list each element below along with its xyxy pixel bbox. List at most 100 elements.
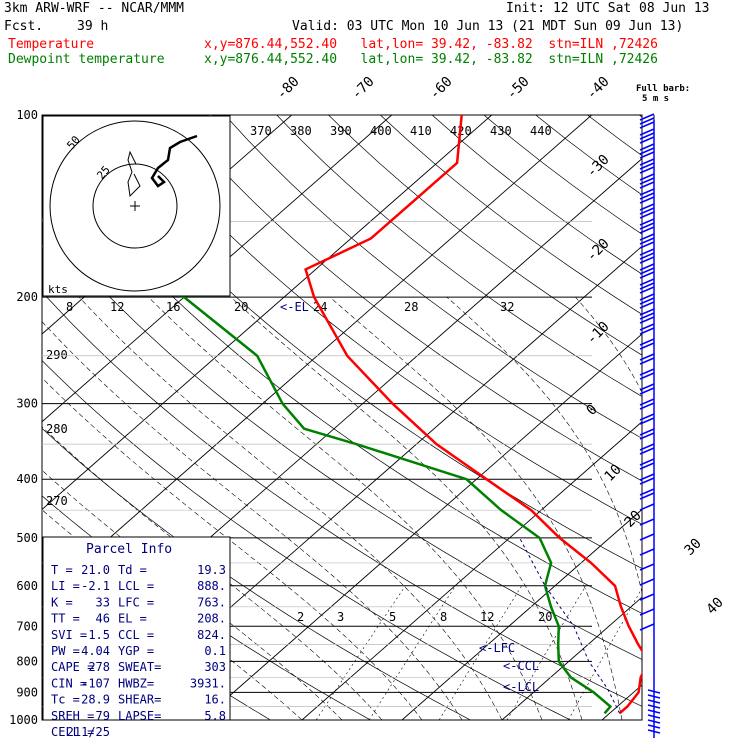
mixing-ratio-line: [315, 585, 406, 720]
parcel-path-line: [519, 537, 621, 714]
pressure-tick-label: 400: [16, 472, 38, 486]
temperature-profile-line: [304, 115, 642, 715]
wind-barb: [639, 518, 655, 526]
wind-barb: [639, 203, 655, 211]
hodograph-ring: [92, 163, 178, 249]
parcel-info-value: 278: [88, 660, 110, 674]
isotherm-tick-label: -40: [584, 74, 613, 103]
wind-barb: [639, 413, 655, 421]
parcel-info-value: -107: [81, 676, 110, 690]
isotherm-line: [501, 596, 642, 720]
wind-barb: [639, 357, 655, 365]
wind-barb: [639, 368, 655, 376]
wind-barb: [639, 113, 655, 121]
isotherm-tick-label: 20: [622, 508, 645, 531]
wind-barb: [639, 417, 655, 425]
hodograph-ring: [49, 120, 221, 292]
wind-barb: [639, 432, 655, 440]
parcel-info-label: LAPSE=: [118, 709, 161, 723]
dry-adiabat-line: [483, 115, 642, 235]
parcel-info-value: 33: [96, 595, 110, 609]
wind-barb: [639, 162, 655, 170]
wind-barb: [639, 308, 655, 316]
parcel-info-value: 3931.: [190, 676, 226, 690]
wind-barb: [639, 117, 655, 125]
barb-legend-units: 5 m s: [642, 94, 670, 104]
parcel-info-value: 211/25: [67, 725, 110, 739]
parcel-info-value: 46: [96, 612, 110, 626]
wind-barb: [639, 256, 655, 264]
parcel-info-label: SVI =: [51, 628, 87, 642]
parcel-info-label: SREH =: [51, 709, 94, 723]
theta-tick-label: 430: [490, 124, 512, 138]
wind-barb: [647, 689, 661, 694]
barb-legend-title: Full barb:: [636, 84, 691, 94]
dry-adiabat-line: [172, 115, 642, 482]
wind-barb: [639, 128, 655, 136]
wind-barb: [639, 387, 655, 395]
wind-barb: [639, 593, 655, 601]
theta-tick-label: 400: [370, 124, 392, 138]
wind-barb: [639, 447, 655, 455]
wind-barb: [639, 173, 655, 181]
parcel-info-value: 763.: [197, 595, 226, 609]
wind-barb: [639, 271, 655, 279]
wind-barb: [639, 278, 655, 286]
valid-time: Valid: 03 UTC Mon 10 Jun 13 (21 MDT Sun …: [292, 19, 684, 34]
pressure-tick-label: 900: [16, 685, 38, 699]
wind-barb: [647, 694, 661, 699]
parcel-info-value: 208.: [197, 612, 226, 626]
parcel-info-value: 19.3: [197, 563, 226, 577]
el-level-label: <-EL: [280, 300, 309, 314]
dry-adiabat-line: [431, 115, 642, 275]
pressure-tick-label: 800: [16, 654, 38, 668]
isotherm-line: [601, 684, 642, 720]
wind-barb: [639, 548, 655, 556]
parcel-info-title: Parcel Info: [86, 542, 172, 557]
wind-barb: [639, 286, 655, 294]
moist-adiabat-line: [697, 297, 740, 720]
mixing-ratio-tick-label: 3: [337, 610, 344, 624]
mixing-ratio-tick-label: 12: [480, 610, 494, 624]
parcel-info-value: 16.: [204, 693, 226, 707]
wind-barb: [639, 143, 655, 151]
wind-barb: [639, 301, 655, 309]
isotherm-line: [401, 508, 642, 720]
wind-barb: [647, 714, 661, 719]
parcel-info-label: EL =: [118, 612, 147, 626]
wind-barb: [647, 699, 661, 704]
temperature-legend-label: Temperature: [8, 37, 95, 52]
wind-barb: [639, 282, 655, 290]
wind-barb: [639, 121, 655, 129]
parcel-info-label: LCL =: [118, 579, 154, 593]
wind-barb: [639, 578, 655, 586]
dry-adiabat-line: [224, 115, 642, 439]
isotherm-line: [42, 115, 492, 511]
wind-barb: [639, 188, 655, 196]
pressure-tick-label: 1000: [9, 713, 38, 727]
parcel-info-label: YGP =: [118, 644, 154, 658]
hodograph-trace-thin: [127, 150, 141, 198]
wind-barb: [639, 181, 655, 189]
forecast-hour-value: 39 h: [77, 19, 109, 34]
wind-barb: [639, 563, 655, 571]
isotherm-line: [42, 115, 392, 423]
wind-barb: [639, 402, 655, 410]
theta-tick-label: 440: [530, 124, 552, 138]
wind-barb: [639, 218, 655, 226]
dewpoint-legend-label: Dewpoint temperature: [8, 52, 165, 67]
parcel-info-value: 28.9: [81, 693, 110, 707]
mixing-ratio-line: [568, 587, 642, 720]
mixing-ratio-tick-label: 12: [110, 300, 124, 314]
parcel-info-box: [42, 536, 231, 721]
wind-barb: [639, 353, 655, 361]
theta-e-tick-label: 290: [46, 348, 68, 362]
wind-barb: [639, 443, 655, 451]
isotherm-tick-label: -60: [427, 74, 456, 103]
theta-e-tick-label: 270: [46, 494, 68, 508]
parcel-info-label: K =: [51, 595, 73, 609]
parcel-info-value: 79: [96, 709, 110, 723]
wind-barb: [639, 623, 655, 631]
wind-barb: [639, 533, 655, 541]
